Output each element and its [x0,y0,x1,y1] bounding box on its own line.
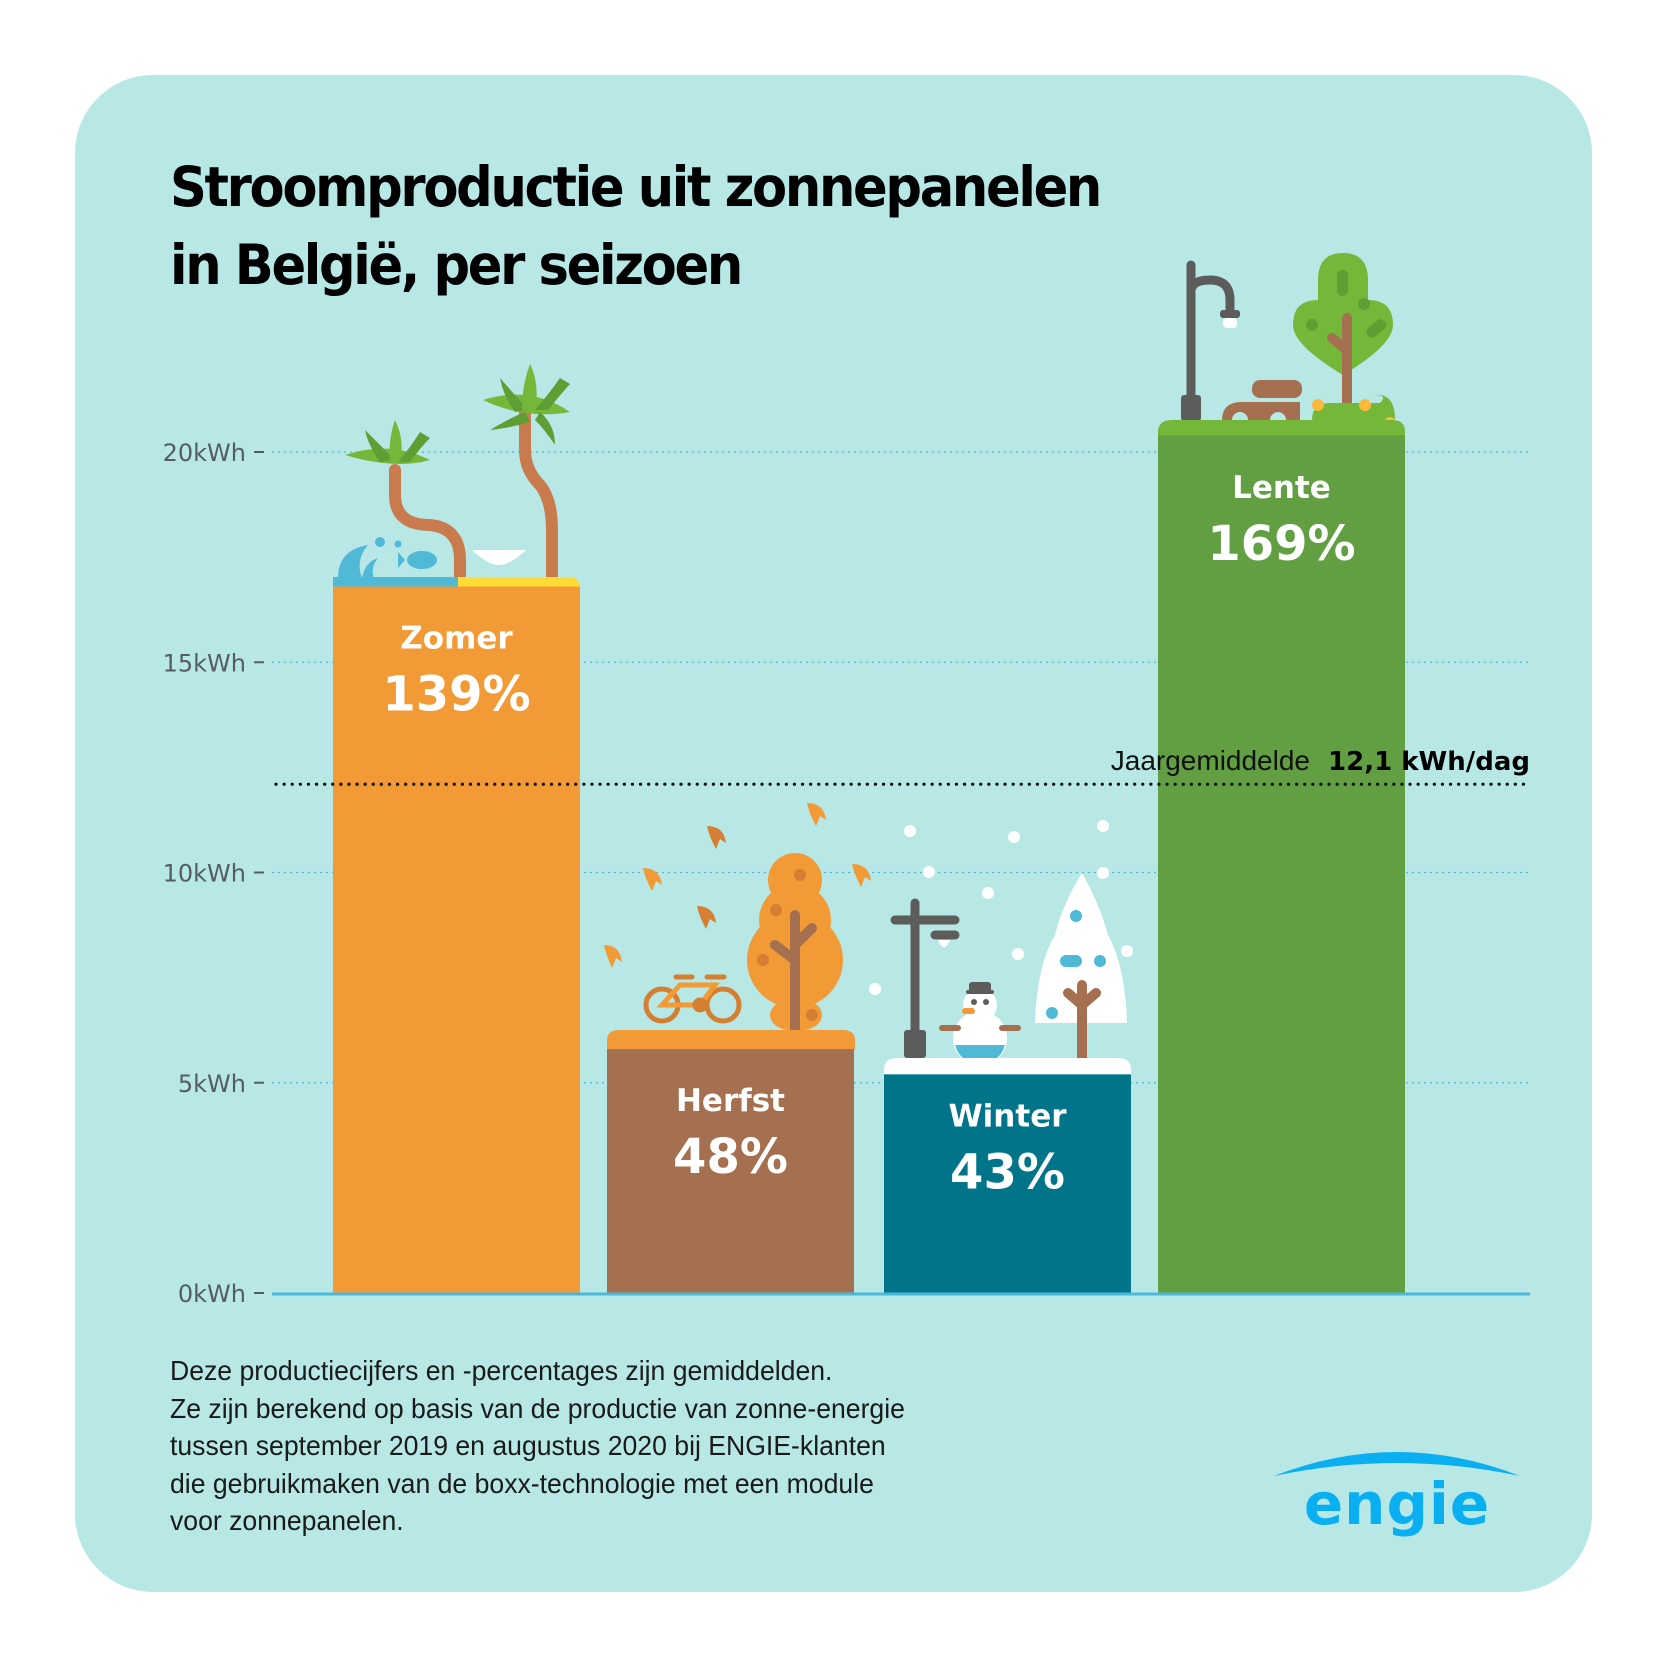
street-lamp-icon [890,898,960,1060]
spring-park-illustration [1158,253,1405,441]
annual-average-label: Jaargemiddelde [1111,745,1310,776]
engie-arc-icon [1274,1452,1520,1476]
bar-percent-label: 48% [673,1129,788,1185]
y-tick-label: 20kWh [163,439,246,467]
summer-beach-illustration [333,364,580,597]
snowman-icon [939,982,1021,1065]
palm-tree-icon [483,364,570,586]
winter-illustration [869,820,1133,1135]
spring-tree-icon [1293,253,1396,429]
snowy-tree-icon [1035,873,1127,1063]
bar-labels: Zomer 139% Herfst 48% Winter 43% Lente 169% [382,470,1355,1200]
footnote-line: Deze productiecijfers en -percentages zi… [170,1355,833,1386]
bar-percent-label: 139% [382,667,530,723]
wave-icon [338,537,437,578]
bar-zomer [333,586,580,1293]
falling-leaves [604,803,871,968]
annual-average-value: 12,1 kWh/dag [1328,747,1530,777]
footnote-line: die gebruikmaken van de boxx-technologie… [170,1467,874,1499]
footnote-line: Ze zijn berekend op basis van de product… [170,1392,905,1424]
autumn-tree-icon [747,853,843,1035]
footnote-line: voor zonnepanelen. [170,1505,404,1536]
bar-category-label: Herfst [676,1083,785,1119]
park-lamp-icon [1181,260,1240,425]
footnote-line: tussen september 2019 en augustus 2020 b… [170,1430,886,1461]
y-tick-label: 15kWh [163,649,246,677]
palm-tree-icon [345,420,466,586]
bar-category-label: Zomer [400,621,513,657]
bars [333,435,1405,1293]
bar-percent-label: 169% [1207,516,1355,572]
bicycle-icon [643,974,742,1024]
bar-lente [1158,435,1405,1293]
page-title: Stroomproductie uit zonnepanelen in Belg… [170,148,1102,304]
y-axis: 0kWh 5kWh 10kWh 15kWh 20kWh [163,439,264,1308]
snowflakes [869,820,1133,995]
bar-winter [884,1074,1131,1293]
title-line-2: in België, per seizoen [170,233,743,297]
surfboard-icon [472,550,526,565]
y-tick-label: 10kWh [163,860,246,888]
bar-percent-label: 43% [950,1144,1065,1200]
bar-herfst [607,1049,854,1293]
bar-category-label: Lente [1232,470,1331,506]
y-tick-label: 5kWh [178,1070,246,1098]
engie-logo: ENGIE [1262,1440,1532,1550]
bar-category-label: Winter [948,1098,1067,1134]
y-tick-label: 0kWh [178,1280,246,1308]
title-line-1: Stroomproductie uit zonnepanelen [170,155,1102,219]
autumn-illustration [604,803,871,1050]
footnote: Deze productiecijfers en -percentages zi… [170,1352,905,1540]
autumn-ground [607,1030,855,1050]
engie-logo-text: ENGIE [1303,1470,1491,1538]
